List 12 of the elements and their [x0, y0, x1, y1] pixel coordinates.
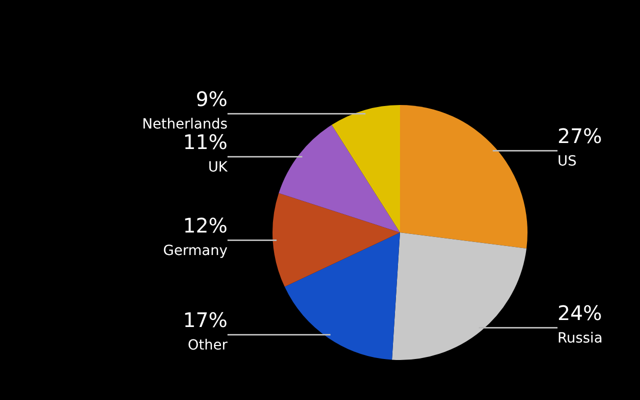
slice-label: Other — [188, 337, 228, 354]
data-label: 11% — [183, 130, 228, 154]
slice-label: Russia — [558, 330, 603, 346]
data-label: 24% — [558, 300, 602, 325]
slice-label: US — [558, 153, 577, 170]
slice-label: Netherlands — [142, 116, 228, 132]
slice-label: Germany — [163, 242, 228, 259]
slice-label: UK — [208, 159, 228, 176]
data-label: 27% — [558, 124, 602, 148]
data-label: 12% — [183, 213, 228, 238]
data-label: 17% — [183, 308, 228, 332]
data-label: 9% — [196, 86, 228, 111]
